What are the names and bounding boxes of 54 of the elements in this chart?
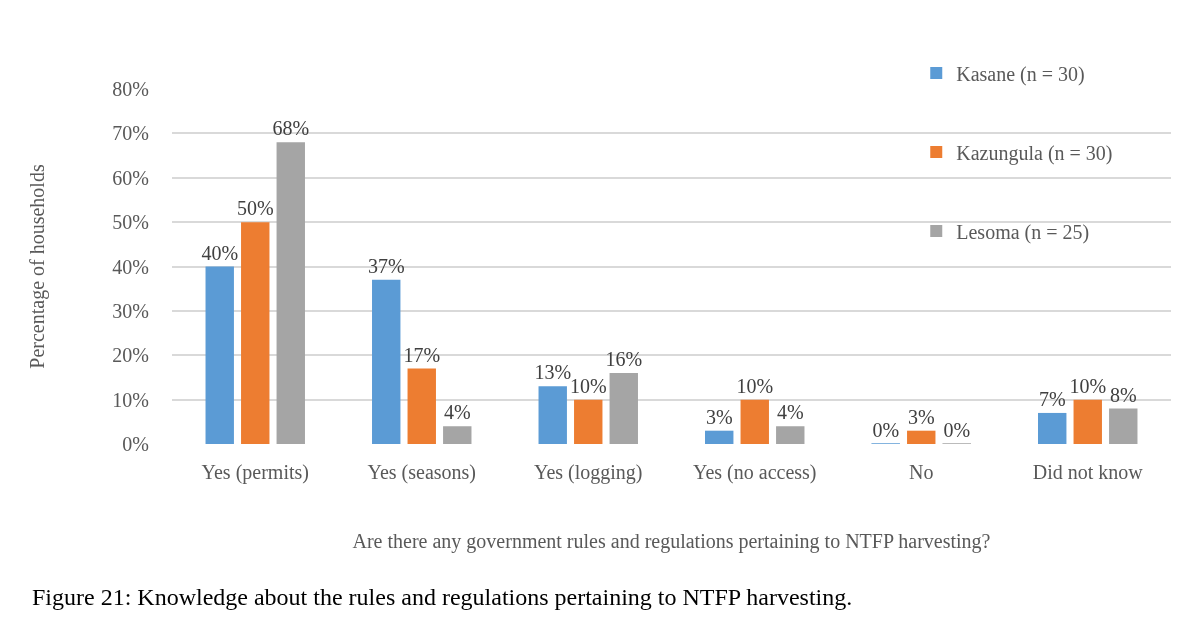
x-tick-label: No [909, 461, 934, 483]
legend-label: Kazungula (n = 30) [956, 141, 1113, 165]
bar [1109, 408, 1138, 444]
data-label: 7% [1038, 387, 1066, 410]
bar [609, 373, 638, 444]
bar [1038, 412, 1067, 444]
bar [241, 222, 270, 444]
bar [776, 426, 805, 444]
x-tick-label: Yes (no access) [693, 461, 817, 484]
x-tick-label: Yes (seasons) [367, 461, 477, 484]
bar [443, 426, 472, 444]
data-label: 17% [403, 343, 441, 366]
bar [574, 399, 603, 444]
legend-label: Kasane (n = 30) [956, 62, 1085, 86]
x-tick-label: Yes (permits) [201, 461, 309, 484]
y-tick-label: 40% [112, 255, 149, 278]
y-tick-label: 70% [112, 122, 149, 145]
x-axis-title: Are there any government rules and regulations pertaining to NTFP harvesting? [352, 529, 991, 553]
data-label: 0% [872, 419, 900, 441]
x-tick-label: Yes (logging) [533, 461, 643, 484]
bar [538, 386, 567, 444]
y-tick-label: 10% [112, 388, 149, 411]
bar [1073, 399, 1102, 444]
y-axis-title: Percentage of households [25, 164, 49, 369]
y-tick-label: 20% [112, 344, 149, 367]
data-label: 8% [1109, 383, 1137, 406]
bar [276, 142, 305, 444]
y-tick-label: 30% [112, 299, 149, 322]
legend-label: Lesoma (n = 25) [956, 220, 1090, 244]
data-label: 10% [736, 374, 774, 397]
data-label: 68% [272, 117, 310, 140]
data-label: 10% [1069, 374, 1107, 397]
bar [205, 266, 234, 444]
data-label: 16% [605, 348, 643, 370]
data-label: 40% [201, 241, 239, 264]
data-label: 3% [705, 405, 733, 428]
y-tick-label: 50% [112, 211, 149, 234]
data-label: 3% [907, 405, 935, 428]
data-label: 0% [943, 419, 971, 441]
y-tick-label: 80% [112, 78, 149, 100]
data-label: 4% [776, 401, 804, 424]
y-tick-label: 60% [112, 166, 149, 189]
data-label: 37% [367, 254, 405, 277]
data-label: 4% [443, 401, 471, 424]
bar [407, 368, 436, 444]
data-label: 13% [534, 361, 572, 384]
bar [907, 430, 936, 444]
bar [705, 430, 734, 444]
y-tick-label: 0% [122, 433, 149, 455]
bar [740, 399, 769, 444]
bar [372, 279, 401, 444]
data-label: 50% [236, 197, 274, 220]
caption: Figure 21: Knowledge about the rules and regulations pertaining to NTFP harvesting. [32, 584, 853, 610]
x-tick-label: Did not know [1032, 461, 1144, 483]
